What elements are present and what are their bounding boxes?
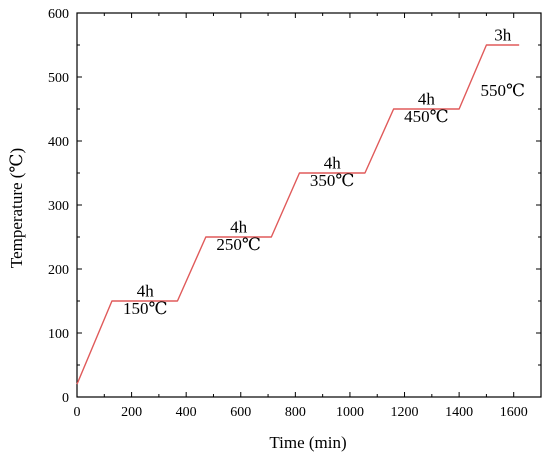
temperature-series-line <box>76 44 520 385</box>
x-tick-label: 200 <box>121 405 142 420</box>
y-tick-label: 0 <box>62 391 69 406</box>
annotation-label: 350℃ <box>310 171 355 190</box>
annotation-label: 550℃ <box>481 81 526 100</box>
annotation-label: 4h <box>324 154 342 173</box>
x-tick-label: 400 <box>176 405 197 420</box>
y-axis-title: Temperature (℃) <box>7 148 26 268</box>
x-tick-label: 1400 <box>445 405 473 420</box>
y-tick-label: 100 <box>48 327 69 342</box>
x-tick-label: 1000 <box>336 405 364 420</box>
annotation-label: 4h <box>418 90 436 109</box>
x-axis-title: Time (min) <box>269 433 346 452</box>
annotation-label: 4h <box>230 218 248 237</box>
plot-frame <box>76 12 542 398</box>
plot-area: 0 200 400 600 800 1000 1200 1400 1600 0 100 200 300 4… <box>48 7 542 420</box>
x-tick-label: 1200 <box>391 405 419 420</box>
annotation-label: 150℃ <box>123 299 168 318</box>
y-tick-label: 200 <box>48 263 69 278</box>
y-tick-label: 300 <box>48 199 69 214</box>
y-tick-label: 400 <box>48 135 69 150</box>
annotation-label: 3h <box>494 26 512 45</box>
x-tick-label: 600 <box>230 405 251 420</box>
annotation-label: 250℃ <box>216 235 261 254</box>
x-tick-label: 800 <box>285 405 306 420</box>
annotation-label: 4h <box>137 282 155 301</box>
x-tick-label: 1600 <box>500 405 528 420</box>
y-tick-label: 600 <box>48 7 69 22</box>
y-tick-label: 500 <box>48 71 69 86</box>
x-tick-label: 0 <box>74 405 81 420</box>
annotation-label: 450℃ <box>404 107 449 126</box>
